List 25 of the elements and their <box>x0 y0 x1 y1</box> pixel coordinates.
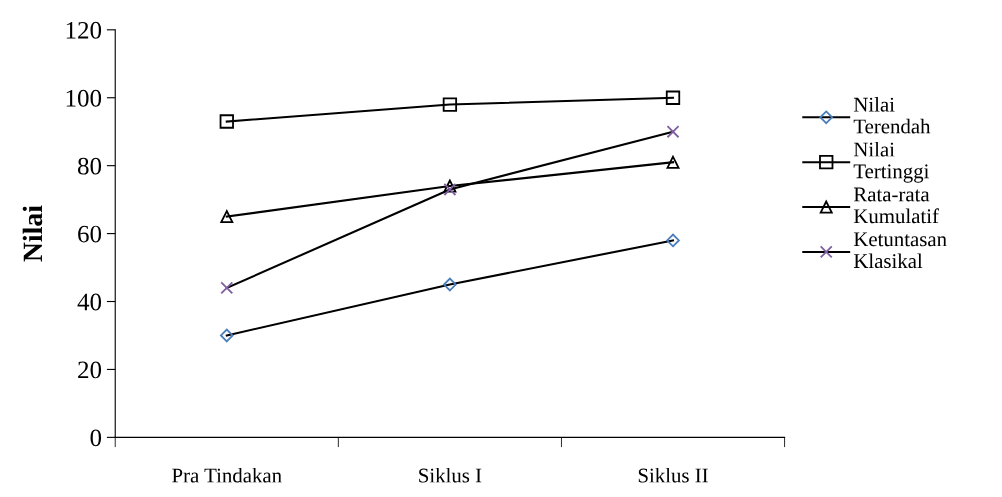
y-tick-label: 0 <box>90 429 102 447</box>
y-tick-label: 40 <box>77 293 102 311</box>
point <box>220 281 234 295</box>
point <box>443 277 457 292</box>
point <box>220 210 234 224</box>
point <box>442 97 458 112</box>
point <box>665 90 681 105</box>
y-tick-label: 60 <box>78 225 102 243</box>
legend-label: Rata-rata Kumulatif <box>853 187 939 224</box>
point <box>219 114 234 129</box>
y-axis-title: Nilai <box>22 205 43 262</box>
y-tick-label: 80 <box>77 157 102 175</box>
y-tick-label: 100 <box>66 89 102 107</box>
y-tick-label: 120 <box>66 21 102 39</box>
x-tick-label: Pra Tindakan <box>172 467 282 483</box>
y-tick-label: 20 <box>78 361 102 379</box>
legend-label: Nilai Tertinggi <box>853 141 929 183</box>
point <box>666 233 680 248</box>
point <box>666 155 680 169</box>
point <box>666 125 680 139</box>
legend-label: Nilai Terendah <box>853 97 931 134</box>
point <box>219 328 234 343</box>
x-tick-label: Siklus I <box>419 467 482 483</box>
x-tick-label: Siklus II <box>638 467 708 483</box>
legend-label: Ketuntasan Klasikal <box>853 232 947 269</box>
